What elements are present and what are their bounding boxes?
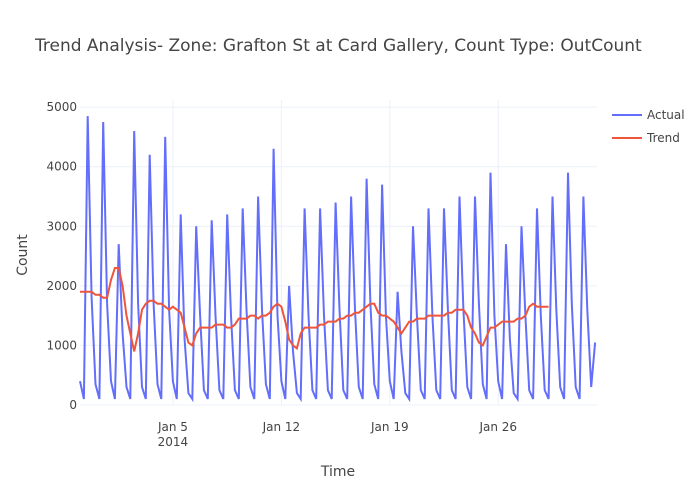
legend-label: Actual [647, 108, 685, 122]
chart-title: Trend Analysis- Zone: Grafton St at Card… [34, 36, 642, 56]
x-tick-label: Jan 12 [262, 420, 301, 434]
y-tick-label: 0 [69, 398, 77, 412]
series-line [80, 267, 549, 352]
x-tick-label: Jan 5 2014 [157, 420, 188, 449]
series-line [79, 116, 597, 403]
y-tick-label: 4000 [46, 160, 77, 174]
y-axis-title: Count [15, 234, 31, 276]
y-tick-label: 3000 [46, 219, 77, 233]
x-tick-label: Jan 19 [370, 420, 409, 434]
y-tick-label: 1000 [46, 338, 77, 352]
y-tick-label: 2000 [46, 279, 77, 293]
x-axis-title: Time [320, 464, 355, 480]
y-tick-label: 5000 [46, 100, 77, 114]
x-tick-label: Jan 26 [478, 420, 517, 434]
legend-label: Trend [646, 131, 680, 145]
